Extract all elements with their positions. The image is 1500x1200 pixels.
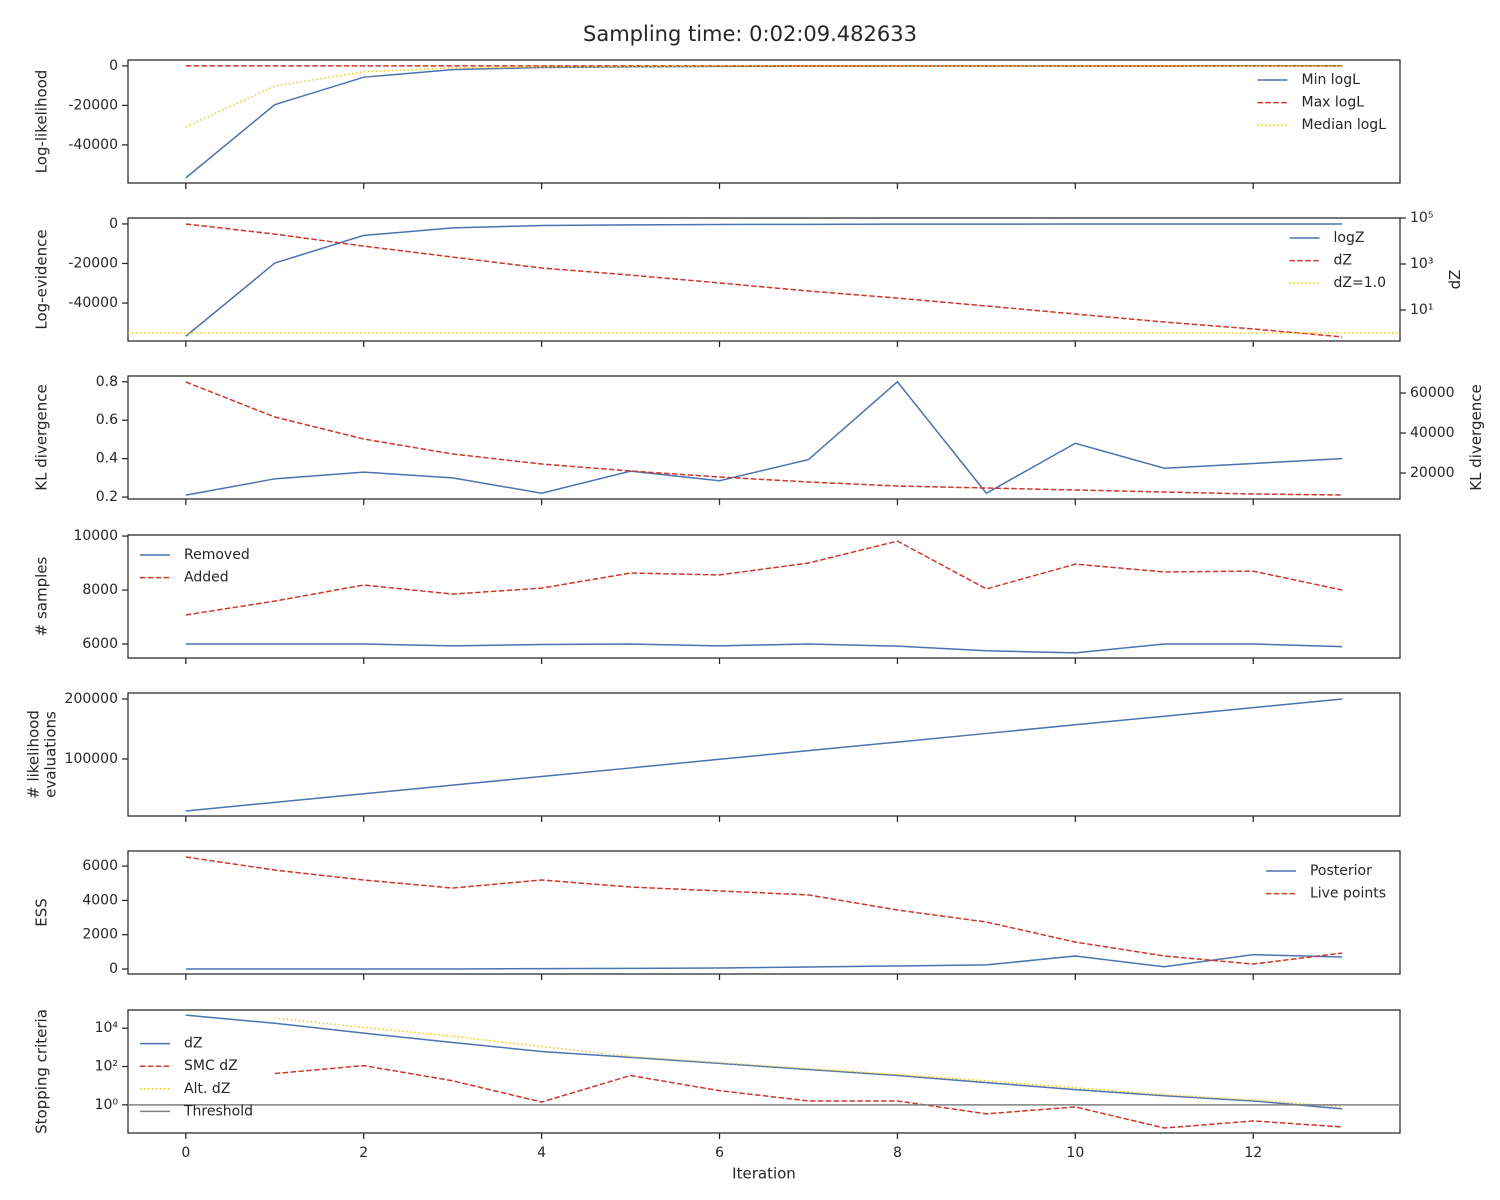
series-line [185, 953, 1343, 970]
y-axis-label: KL divergence [33, 384, 51, 490]
panel: 100000 200000 # likelihoodevaluations [24, 691, 1401, 822]
series-line [185, 856, 1343, 965]
x-tick-label: 4 [537, 1145, 546, 1161]
x-axis-label: Iteration [732, 1165, 796, 1183]
legend-label: dZ [184, 1036, 202, 1052]
legend-label: Added [184, 570, 229, 586]
legend-label: Threshold [183, 1103, 253, 1119]
y-tick-label: 100000 [65, 751, 118, 767]
y-tick-label: 200000 [65, 691, 118, 707]
y-axis-label: Stopping criteria [33, 1009, 51, 1134]
legend-label: Posterior [1310, 863, 1372, 879]
series-line [185, 223, 1343, 338]
y-tick-label: 0.4 [96, 451, 118, 467]
axes-frame [127, 375, 1401, 500]
y-tick-label: -20000 [68, 255, 118, 271]
y-tick-label: 8000 [82, 582, 118, 598]
legend: Min logL Max logL Median logL [1257, 72, 1386, 133]
legend-label: Removed [184, 547, 250, 563]
panel: 6000 8000 10000 # samples Removed Added [33, 528, 1401, 664]
y-tick-label: 2000 [82, 927, 118, 943]
series-line [185, 540, 1343, 616]
y2-tick-label: 20000 [1410, 465, 1455, 481]
axes-frame [127, 850, 1401, 975]
y2-tick-label: 40000 [1410, 425, 1455, 441]
y-tick-label: 4000 [82, 892, 118, 908]
y-axis-label: # likelihoodevaluations [24, 710, 59, 799]
y-tick-label: 10000 [73, 528, 118, 544]
series-line [185, 380, 1343, 496]
y-tick-label: -20000 [68, 97, 118, 113]
y-tick-label: 0.6 [96, 412, 118, 428]
x-tick-label: 0 [181, 1145, 190, 1161]
series-line [185, 65, 1343, 179]
legend-label: Max logL [1301, 95, 1364, 111]
legend: logZ dZ dZ=1.0 [1289, 230, 1386, 291]
y-tick-label: 0 [109, 961, 118, 977]
y-tick-label: 0.8 [96, 374, 118, 390]
y2-tick-label: 10³ [1410, 256, 1433, 272]
series-line [185, 223, 1343, 337]
series-line [185, 381, 1343, 496]
series-line [185, 698, 1343, 812]
y2-tick-label: 10¹ [1410, 302, 1433, 318]
y-tick-label: 0 [109, 58, 118, 74]
series-line [274, 1064, 1343, 1129]
y-axis-label: # samples [33, 556, 51, 636]
legend: Removed Added [140, 547, 250, 586]
legend-label: Median logL [1301, 117, 1386, 133]
legend-label: logZ [1334, 230, 1365, 246]
series-line [185, 65, 1343, 128]
y2-axis-label: KL divergence [1467, 384, 1485, 490]
legend: dZ SMC dZ Alt. dZ Threshold [140, 1036, 253, 1119]
y-axis-label: Log-evidence [33, 229, 51, 329]
y2-tick-label: 10⁵ [1410, 210, 1433, 226]
x-tick-label: 2 [359, 1145, 368, 1161]
y-axis-label: ESS [33, 898, 51, 927]
axes-frame [127, 1009, 1401, 1134]
legend-label: Live points [1310, 886, 1386, 902]
legend-label: SMC dZ [184, 1058, 238, 1074]
series-line [274, 1017, 1343, 1108]
series-line [185, 1014, 1343, 1110]
y-tick-label: -40000 [68, 295, 118, 311]
legend-label: dZ=1.0 [1334, 275, 1386, 291]
x-tick-label: 10 [1066, 1145, 1084, 1161]
panel: 0.2 0.4 0.6 0.8 20000 40000 60000 KL divergence… [33, 374, 1486, 505]
legend-label: Alt. dZ [184, 1081, 230, 1097]
panel: 0 2000 4000 6000 ESS Posterior Live points [33, 850, 1401, 980]
axes-frame [127, 217, 1401, 342]
y-tick-label: 10⁰ [95, 1097, 119, 1113]
axes-frame [127, 692, 1401, 817]
axes-frame [127, 59, 1401, 184]
panel: -40000 -20000 0 Log-likelihood Min logL Max l… [33, 58, 1401, 189]
y2-axis-label: dZ [1446, 270, 1464, 290]
x-tick-label: 12 [1244, 1145, 1262, 1161]
axes-frame [127, 534, 1401, 659]
figure-title: Sampling time: 0:02:09.482633 [583, 22, 917, 46]
y-tick-label: -40000 [68, 137, 118, 153]
legend-label: Min logL [1301, 72, 1360, 88]
x-tick-label: 6 [715, 1145, 724, 1161]
y-axis-label: Log-likelihood [33, 70, 51, 174]
y-tick-label: 10⁴ [95, 1020, 119, 1036]
panel: 0 2 4 6 8 10 12 10⁰ 10² 10⁴ Stopping criteria Itera… [33, 1009, 1401, 1183]
x-tick-label: 8 [893, 1145, 902, 1161]
y-tick-label: 6000 [82, 636, 118, 652]
y2-tick-label: 60000 [1410, 385, 1455, 401]
y-tick-label: 0 [109, 216, 118, 232]
legend-label: dZ [1334, 253, 1352, 269]
y-tick-label: 10² [95, 1059, 118, 1075]
y-tick-label: 0.2 [96, 489, 118, 505]
series-line [185, 643, 1343, 654]
legend: Posterior Live points [1265, 863, 1386, 902]
y-tick-label: 6000 [82, 858, 118, 874]
